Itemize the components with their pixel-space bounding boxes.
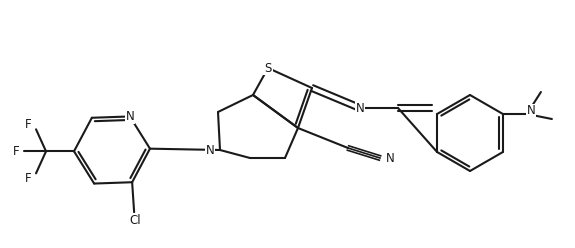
Text: N: N bbox=[355, 101, 365, 115]
Text: Cl: Cl bbox=[129, 214, 141, 227]
Text: N: N bbox=[386, 152, 394, 164]
Text: S: S bbox=[264, 62, 272, 74]
Text: F: F bbox=[25, 118, 31, 131]
Text: F: F bbox=[13, 145, 20, 158]
Text: F: F bbox=[25, 172, 31, 185]
Text: N: N bbox=[206, 144, 214, 156]
Text: N: N bbox=[527, 104, 535, 118]
Text: N: N bbox=[125, 110, 134, 123]
